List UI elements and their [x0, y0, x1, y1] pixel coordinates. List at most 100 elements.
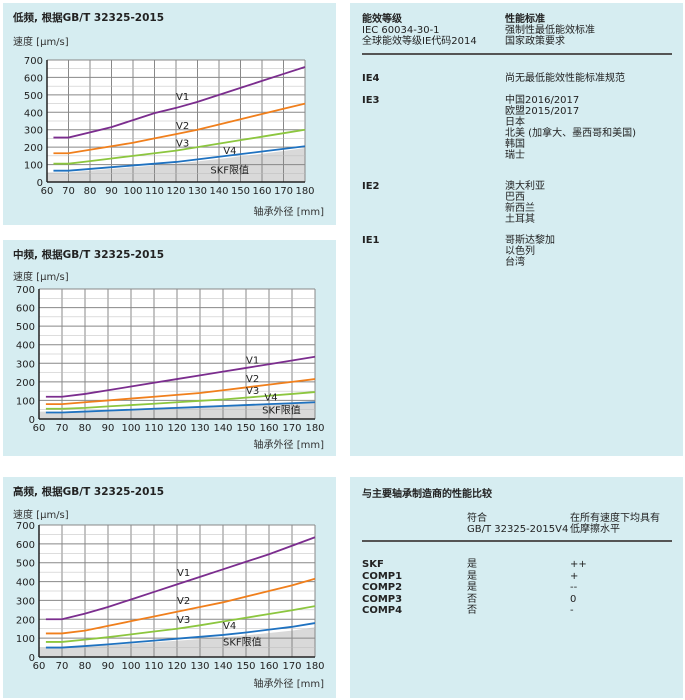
chart-title: 低频, 根据GB/T 32325-2015 [13, 12, 165, 24]
y-tick-label: 100 [16, 396, 35, 407]
standard-item: 北美 (加拿大、墨西哥和美国) [505, 128, 636, 139]
x-tick-label: 130 [188, 186, 207, 197]
skf-limit-label: SKF限值 [210, 163, 249, 176]
series-label-v3: V3 [177, 615, 190, 626]
header-text: 符合 [467, 513, 487, 524]
x-tick-label: 80 [79, 423, 92, 434]
y-tick-label: 600 [16, 540, 35, 551]
compliance-value: 否 [467, 605, 477, 616]
comparison-col2-header: 符合 GB/T 32325-2015V4 [467, 513, 568, 535]
chart-mid: 60 70 80 90 100 110 120 130 140 150 160 170 180 0 100 2… [16, 285, 325, 434]
x-tick-label: 90 [102, 423, 115, 434]
divider [362, 540, 672, 542]
x-axis-label: 轴承外径 [mm] [253, 440, 324, 451]
chart-panel-mid: 中频, 根据GB/T 32325-2015 速度 [µm/s] 轴承外径 [mm… [3, 240, 336, 456]
y-tick-label: 500 [16, 322, 35, 333]
x-tick-label: 110 [144, 661, 163, 672]
standard-item: 巴西 [505, 192, 525, 203]
y-tick-label: 400 [16, 578, 35, 589]
y-tick-label: 200 [24, 143, 43, 154]
standard-item: 中国2016/2017 [505, 95, 580, 106]
series-label-v4: V4 [223, 621, 236, 632]
x-tick-label: 180 [305, 423, 324, 434]
y-tick-label: 100 [24, 161, 43, 172]
skf-limit-label: SKF限值 [262, 403, 301, 416]
x-tick-label: 150 [236, 423, 255, 434]
compliance-value: 是 [467, 570, 477, 582]
y-tick-label: 700 [24, 56, 43, 67]
efficiency-standards: 哥斯达黎加 以色列 台湾 [505, 235, 555, 268]
chart-title: 中频, 根据GB/T 32325-2015 [13, 249, 165, 261]
y-axis-label: 速度 [µm/s] [13, 37, 69, 48]
x-axis-label: 轴承外径 [mm] [253, 207, 324, 218]
comparison-title: 与主要轴承制造商的性能比较 [362, 489, 492, 500]
x-tick-label: 140 [213, 661, 232, 672]
x-tick-label: 80 [84, 186, 97, 197]
standard-item: 土耳其 [505, 214, 535, 225]
comparison-col3-header: 在所有速度下均具有 低摩擦水平 [570, 513, 660, 535]
series-label-v2: V2 [246, 374, 259, 385]
y-tick-label: 0 [29, 653, 35, 664]
x-tick-label: 70 [56, 661, 69, 672]
standard-item: 澳大利亚 [505, 181, 545, 192]
header-text: GB/T 32325-2015V4 [467, 524, 569, 535]
efficiency-level: IE2 [362, 181, 380, 192]
x-tick-label: 130 [190, 423, 209, 434]
series-label-v3: V3 [246, 386, 259, 397]
x-tick-label: 60 [33, 423, 46, 434]
chart-high: 60 70 80 90 100 110 120 130 140 150 160 170 180 0 100 2… [16, 521, 325, 672]
series-line-v2 [45, 378, 316, 406]
x-tick-label: 140 [209, 186, 228, 197]
compliance-value: 否 [467, 593, 477, 605]
friction-rating: ++ [570, 559, 587, 570]
comparison-panel: 与主要轴承制造商的性能比较 符合 GB/T 32325-2015V4 在所有速度… [350, 477, 683, 698]
header-text: 全球能效等级IE代码2014 [362, 36, 477, 47]
standard-item: 日本 [505, 117, 525, 128]
x-tick-label: 60 [33, 661, 46, 672]
x-tick-label: 140 [213, 423, 232, 434]
friction-rating: -- [570, 582, 578, 593]
x-tick-label: 160 [259, 661, 278, 672]
series-label-v2: V2 [177, 596, 190, 607]
series-line-v2 [45, 577, 316, 635]
company-name: COMP4 [362, 605, 403, 616]
series-line-v1 [53, 66, 306, 139]
x-tick-label: 100 [123, 186, 142, 197]
y-tick-label: 0 [29, 415, 35, 426]
y-tick-label: 600 [24, 73, 43, 84]
x-tick-label: 110 [145, 186, 164, 197]
standard-item: 以色列 [505, 246, 535, 257]
y-tick-label: 700 [16, 521, 35, 532]
chart-panel-low: 低频, 根据GB/T 32325-2015 速度 [µm/s] 轴承外径 [mm… [3, 3, 336, 225]
x-tick-label: 110 [144, 423, 163, 434]
efficiency-standards: 中国2016/2017 欧盟2015/2017 日本 北美 (加拿大、墨西哥和美国) 韩… [505, 95, 636, 161]
y-tick-label: 300 [16, 596, 35, 607]
series-line-v2 [53, 102, 306, 155]
company-name: COMP3 [362, 593, 403, 605]
company-name: COMP2 [362, 582, 403, 593]
x-tick-label: 60 [41, 186, 54, 197]
series-label-v2: V2 [176, 121, 189, 132]
chart-title: 高频, 根据GB/T 32325-2015 [13, 486, 165, 498]
y-axis-label: 速度 [µm/s] [13, 272, 69, 283]
header-text: 能效等级 [362, 14, 402, 25]
friction-rating: 0 [570, 593, 577, 605]
series-label-v1: V1 [246, 355, 259, 366]
header-text: 低摩擦水平 [570, 524, 620, 535]
y-tick-label: 700 [16, 285, 35, 296]
x-tick-label: 170 [282, 423, 301, 434]
series-line-v3 [45, 391, 316, 410]
x-tick-label: 180 [305, 661, 324, 672]
standard-item: 哥斯达黎加 [505, 235, 555, 246]
divider [362, 53, 672, 55]
efficiency-level: IE3 [362, 95, 380, 106]
standard-item: 尚无最低能效性能标准规范 [505, 73, 625, 84]
series-line-v1 [45, 355, 316, 398]
series-label-v1: V1 [176, 92, 189, 103]
y-tick-label: 500 [24, 91, 43, 102]
x-tick-label: 120 [166, 186, 185, 197]
x-tick-label: 160 [252, 186, 271, 197]
friction-rating: + [570, 570, 579, 582]
x-tick-label: 70 [62, 186, 75, 197]
series-label-v4: V4 [223, 146, 236, 157]
